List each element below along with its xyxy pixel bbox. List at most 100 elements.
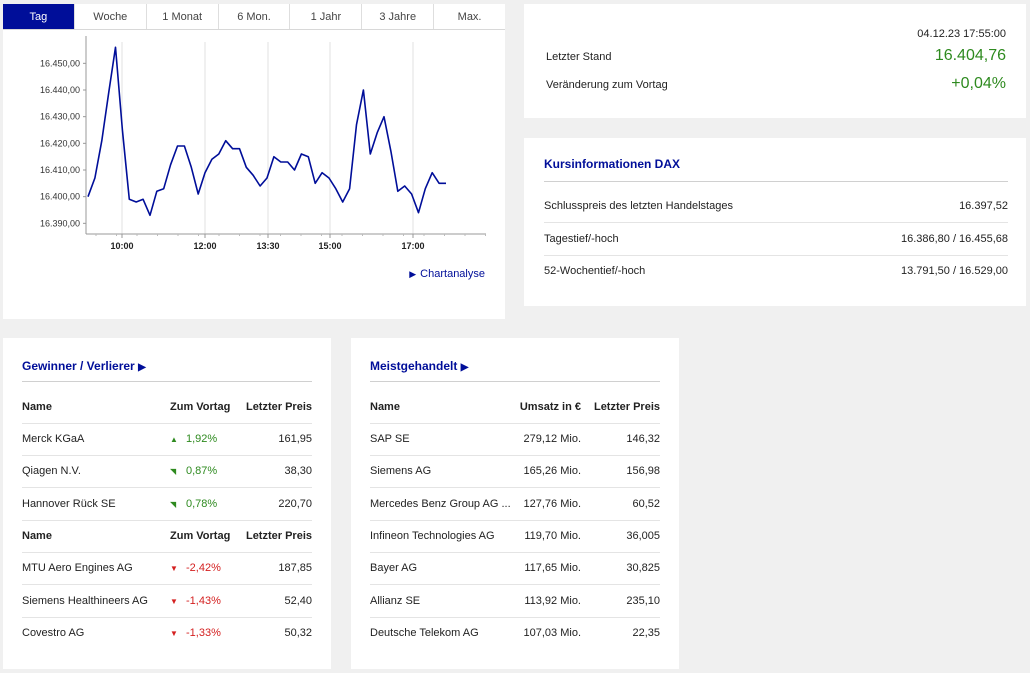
stock-name-link[interactable]: Merck KGaA: [22, 433, 85, 445]
timeframe-tabs: Tag Woche 1 Monat 6 Mon. 1 Jahr 3 Jahre …: [3, 4, 505, 30]
change-value: -1,33%: [186, 627, 221, 639]
most-traded-link[interactable]: Meistgehandelt ▶: [370, 359, 468, 373]
price-value: 22,35: [632, 627, 660, 639]
day-range-value: 16.386,80 / 16.455,68: [900, 233, 1008, 245]
stock-name-link[interactable]: Deutsche Telekom AG: [370, 627, 479, 639]
stock-name-link[interactable]: Infineon Technologies AG: [370, 530, 495, 542]
last-price-value: 16.404,76: [934, 47, 1006, 64]
most-traded-panel: Meistgehandelt ▶ Name Umsatz in € Letzte…: [351, 338, 679, 669]
y-tick-label: 16.440,00: [40, 85, 80, 95]
price-value: 187,85: [278, 562, 312, 574]
price-value: 235,10: [626, 595, 660, 607]
divider: [22, 423, 312, 424]
tab-6-months[interactable]: 6 Mon.: [219, 4, 291, 29]
divider: [544, 222, 1008, 223]
stock-name-link[interactable]: MTU Aero Engines AG: [22, 562, 133, 574]
divider: [370, 487, 660, 488]
y-tick-label: 16.420,00: [40, 138, 80, 148]
price-value: 161,95: [278, 433, 312, 445]
last-price-label: Letzter Stand: [546, 51, 612, 63]
volume-value: 165,26 Mio.: [523, 465, 581, 477]
chart-analysis-link[interactable]: ▶ Chartanalyse: [409, 268, 485, 280]
volume-value: 117,65 Mio.: [524, 562, 581, 574]
tab-day[interactable]: Tag: [3, 4, 75, 29]
divider: [22, 552, 312, 553]
price-value: 220,70: [278, 498, 312, 510]
change-value: 0,87%: [186, 465, 218, 477]
up-arrow-icon: ◥: [170, 467, 177, 476]
column-header-name: Name: [22, 530, 52, 542]
stock-name-link[interactable]: SAP SE: [370, 433, 410, 445]
price-info-title: Kursinformationen DAX: [544, 157, 681, 171]
divider: [544, 181, 1008, 182]
close-price-label: Schlusspreis des letzten Handelstages: [544, 200, 733, 212]
52w-range-value: 13.791,50 / 16.529,00: [900, 265, 1008, 277]
tab-max[interactable]: Max.: [457, 10, 482, 23]
stock-name-link[interactable]: Covestro AG: [22, 627, 85, 639]
x-tick-label: 13:30: [256, 241, 279, 251]
tab-1-year[interactable]: 1 Jahr: [290, 4, 363, 29]
divider: [22, 381, 312, 382]
gainers-losers-title: Gewinner / Verlierer: [22, 359, 135, 373]
chart-panel: Tag Woche 1 Monat 6 Mon. 1 Jahr 3 Jahre …: [3, 4, 505, 319]
intraday-line-chart: 16.450,00 16.440,00 16.430,00 16.420,00 16.4…: [40, 36, 486, 251]
column-header-price: Letzter Preis: [245, 530, 312, 542]
x-tick-label: 10:00: [110, 241, 133, 251]
volume-value: 113,92 Mio.: [524, 595, 581, 607]
column-header-name: Name: [22, 401, 52, 413]
divider: [370, 381, 660, 382]
stock-name-link[interactable]: Mercedes Benz Group AG ...: [370, 498, 511, 510]
tab-1-month[interactable]: 1 Monat: [147, 4, 219, 29]
play-arrow-icon: ▶: [138, 362, 146, 373]
price-value: 52,40: [284, 595, 312, 607]
divider: [22, 584, 312, 585]
stock-name-link[interactable]: Allianz SE: [370, 595, 421, 607]
divider: [544, 255, 1008, 256]
price-value: 60,52: [632, 498, 660, 510]
most-traded-title: Meistgehandelt: [370, 359, 458, 373]
price-info-panel: Kursinformationen DAX Schlusspreis des l…: [524, 138, 1026, 306]
tab-week[interactable]: Woche: [75, 4, 147, 29]
change-value: -1,43%: [186, 595, 221, 607]
y-tick-label: 16.410,00: [40, 165, 80, 175]
change-value: -2,42%: [186, 562, 221, 574]
stock-name-link[interactable]: Qiagen N.V.: [22, 465, 81, 477]
price-value: 156,98: [626, 465, 660, 477]
stock-name-link[interactable]: Siemens Healthineers AG: [22, 595, 148, 607]
dax-price-line: [87, 46, 446, 217]
volume-value: 279,12 Mio.: [523, 433, 581, 445]
x-tick-label: 17:00: [401, 241, 424, 251]
divider: [22, 487, 312, 488]
divider: [370, 455, 660, 456]
divider: [370, 617, 660, 618]
stock-name-link[interactable]: Siemens AG: [370, 465, 432, 477]
gainers-losers-link[interactable]: Gewinner / Verlierer ▶: [22, 359, 146, 373]
divider: [370, 423, 660, 424]
divider: [22, 455, 312, 456]
divider: [370, 584, 660, 585]
play-arrow-icon: ▶: [460, 362, 469, 373]
change-value: 0,78%: [186, 498, 218, 510]
change-value: 1,92%: [186, 433, 218, 445]
y-tick-label: 16.390,00: [40, 218, 80, 228]
stock-name-link[interactable]: Bayer AG: [370, 562, 418, 574]
column-header-price: Letzter Preis: [245, 401, 312, 413]
volume-value: 127,76 Mio.: [523, 498, 581, 510]
gainers-losers-panel: Gewinner / Verlierer ▶ Name Zum Vortag L…: [3, 338, 331, 669]
y-tick-label: 16.400,00: [40, 192, 80, 202]
divider: [22, 520, 312, 521]
price-value: 30,825: [626, 562, 660, 574]
tab-3-years[interactable]: 3 Jahre: [362, 4, 435, 29]
up-arrow-icon: ◥: [170, 500, 177, 509]
down-arrow-icon: ▼: [170, 564, 178, 573]
column-header-change: Zum Vortag: [170, 401, 231, 413]
column-header-name: Name: [370, 401, 400, 413]
divider: [22, 617, 312, 618]
up-arrow-icon: ▲: [170, 435, 178, 444]
column-header-volume: Umsatz in €: [519, 401, 581, 413]
price-value: 146,32: [626, 433, 660, 445]
day-range-label: Tagestief/-hoch: [544, 233, 619, 245]
quote-panel: 04.12.23 17:55:00 Letzter Stand 16.404,7…: [524, 4, 1026, 118]
chart-analysis-label: Chartanalyse: [420, 268, 485, 280]
stock-name-link[interactable]: Hannover Rück SE: [22, 498, 116, 510]
